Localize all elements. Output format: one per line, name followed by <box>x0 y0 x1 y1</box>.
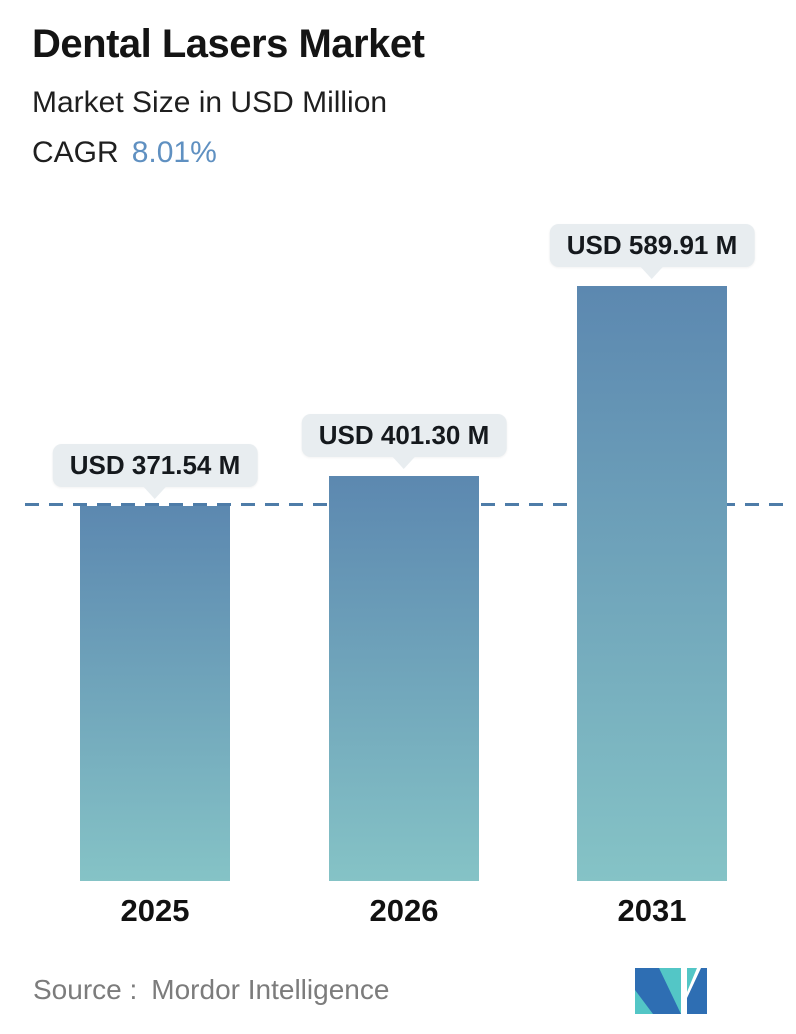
callout-tail-icon <box>641 267 663 279</box>
value-callout-2025: USD 371.54 M <box>52 444 258 499</box>
x-axis-label-2031: 2031 <box>617 893 687 928</box>
chart-subtitle: Market Size in USD Million <box>32 86 388 119</box>
bar-2031 <box>577 286 727 881</box>
bar-2025 <box>80 506 230 881</box>
value-label-2031: USD 589.91 M <box>566 230 738 260</box>
value-callout-2026: USD 401.30 M <box>301 414 507 469</box>
cagr-label: CAGR <box>32 136 119 169</box>
x-axis-label-2025: 2025 <box>120 893 190 928</box>
source-name: Mordor Intelligence <box>151 974 390 1005</box>
x-axis-label-2026: 2026 <box>369 893 439 928</box>
mordor-intelligence-logo <box>635 968 707 1014</box>
callout-tail-icon <box>393 457 415 469</box>
source-attribution: Source : Mordor Intelligence <box>33 974 389 1006</box>
source-label: Source : <box>33 974 138 1005</box>
page-title: Dental Lasers Market <box>32 22 425 66</box>
cagr-row: CAGR 8.01% <box>32 136 217 170</box>
value-label-2025: USD 371.54 M <box>69 450 241 480</box>
cagr-value: 8.01% <box>131 136 217 169</box>
value-callout-2031: USD 589.91 M <box>549 224 755 279</box>
callout-tail-icon <box>144 487 166 499</box>
value-label-2026: USD 401.30 M <box>318 420 490 450</box>
bar-2026 <box>329 476 479 881</box>
